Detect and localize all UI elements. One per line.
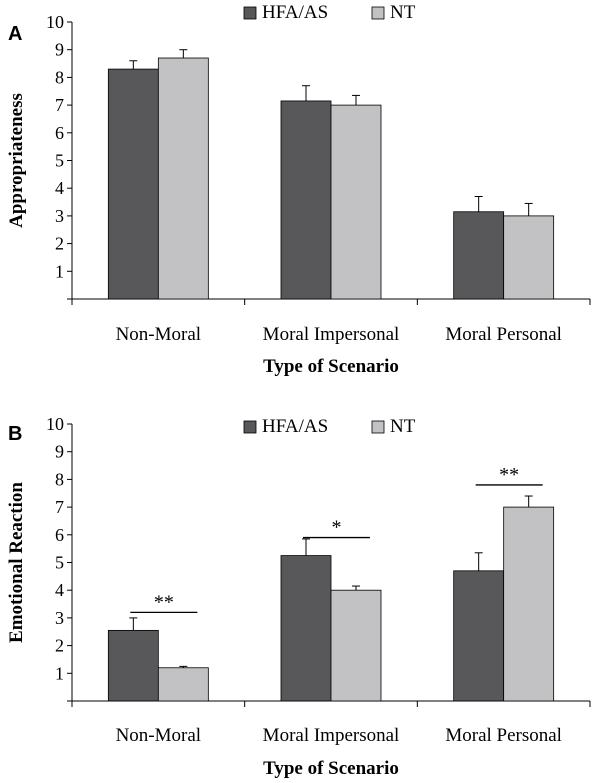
chart-panel-b: B 1 2 3 4 5 6 7 8 9 10 Non-Moral Moral Impersonal Mor… (6, 414, 591, 779)
bar-nt-moral-personal (503, 215, 555, 300)
legend-swatch (371, 420, 385, 434)
bar-nt-non-moral (157, 57, 209, 300)
y-tick-label: 3 (55, 206, 64, 226)
y-tick-label: 8 (55, 469, 64, 489)
y-tick-label: 9 (55, 442, 64, 462)
y-tick-label: 5 (55, 553, 64, 573)
category-label: Moral Impersonal (263, 324, 400, 345)
legend-label: NT (390, 416, 416, 437)
category-label: Moral Personal (445, 725, 562, 746)
significance-marker: * (332, 517, 342, 539)
legend-swatch (371, 6, 385, 20)
legend-label: HFA/AS (262, 2, 328, 23)
bar-nt-moral-personal (503, 506, 555, 702)
y-tick-label: 7 (55, 95, 64, 115)
y-tick-label: 6 (55, 525, 64, 545)
y-tick-label: 3 (55, 608, 64, 628)
chart-panel-a: A 1 2 3 4 5 6 7 8 9 10 Non-Moral Moral Impersonal Mor… (6, 2, 591, 377)
category-label: Moral Personal (445, 324, 562, 345)
panel-label: B (8, 423, 22, 445)
category-label: Non-Moral (116, 725, 201, 746)
y-tick-label: 4 (55, 178, 64, 198)
y-tick-label: 6 (55, 123, 64, 143)
bar-hfa-as-moral-personal (453, 570, 505, 702)
bar-nt-non-moral (157, 667, 209, 702)
significance-marker: ** (499, 464, 519, 486)
y-tick-label: 5 (55, 151, 64, 171)
category-label: Non-Moral (116, 324, 201, 345)
legend-swatch (243, 420, 257, 434)
y-axis-title: Emotional Reaction (6, 482, 27, 643)
bar-hfa-as-non-moral (107, 68, 159, 300)
legend-swatch (243, 6, 257, 20)
y-tick-label: 2 (55, 636, 64, 656)
legend-label: HFA/AS (262, 416, 328, 437)
y-tick-label: 8 (55, 67, 64, 87)
y-tick-label: 4 (55, 580, 64, 600)
y-tick-label: 10 (46, 414, 64, 434)
legend-label: NT (390, 2, 416, 23)
significance-marker: ** (154, 591, 174, 613)
y-tick-label: 10 (46, 12, 64, 32)
y-tick-label: 2 (55, 234, 64, 254)
bar-nt-moral-impersonal (330, 589, 382, 702)
panel-label: A (8, 23, 22, 45)
bar-hfa-as-moral-impersonal (280, 555, 332, 702)
y-tick-label: 1 (55, 261, 64, 281)
y-tick-label: 7 (55, 497, 64, 517)
bar-nt-moral-impersonal (330, 104, 382, 300)
y-axis-title: Appropriateness (6, 93, 27, 228)
y-tick-label: 9 (55, 40, 64, 60)
legend: HFA/AS NT (243, 2, 416, 23)
bar-hfa-as-non-moral (107, 629, 159, 702)
x-axis-title: Type of Scenario (263, 758, 399, 779)
y-tick-label: 1 (55, 663, 64, 683)
bar-hfa-as-moral-personal (453, 211, 505, 300)
x-axis-title: Type of Scenario (263, 356, 399, 377)
legend: HFA/AS NT (243, 416, 416, 437)
category-label: Moral Impersonal (263, 725, 400, 746)
bar-hfa-as-moral-impersonal (280, 100, 332, 300)
